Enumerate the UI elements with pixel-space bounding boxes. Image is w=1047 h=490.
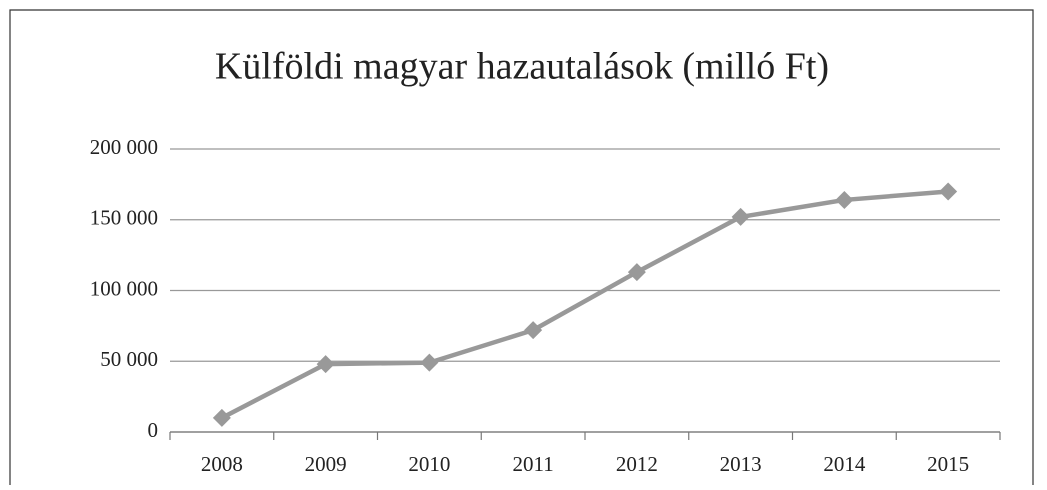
data-point <box>835 190 854 209</box>
x-tick-label: 2015 <box>927 452 969 476</box>
y-tick-label: 200 000 <box>90 135 158 159</box>
x-tick-label: 2012 <box>616 452 658 476</box>
data-line <box>220 189 949 420</box>
y-tick-label: 100 000 <box>90 276 158 300</box>
x-tick-label: 2011 <box>513 452 554 476</box>
data-point <box>212 408 231 427</box>
data-point <box>939 182 958 201</box>
y-tick-label: 150 000 <box>90 206 158 230</box>
data-point <box>731 207 750 226</box>
chart-border <box>9 9 1034 485</box>
x-tick-label: 2010 <box>408 452 450 476</box>
x-tick-label: 2013 <box>720 452 762 476</box>
x-tick-label: 2014 <box>823 452 866 476</box>
x-tick-label: 2009 <box>305 452 347 476</box>
x-tick-label: 2008 <box>201 452 243 476</box>
data-point <box>420 353 439 372</box>
chart-title: Külföldi magyar hazautalások (milló Ft) <box>215 46 829 88</box>
data-point <box>524 321 543 340</box>
data-point <box>316 355 335 374</box>
y-tick-label: 0 <box>148 418 159 442</box>
y-tick-label: 50 000 <box>100 347 158 371</box>
data-point <box>627 263 646 282</box>
